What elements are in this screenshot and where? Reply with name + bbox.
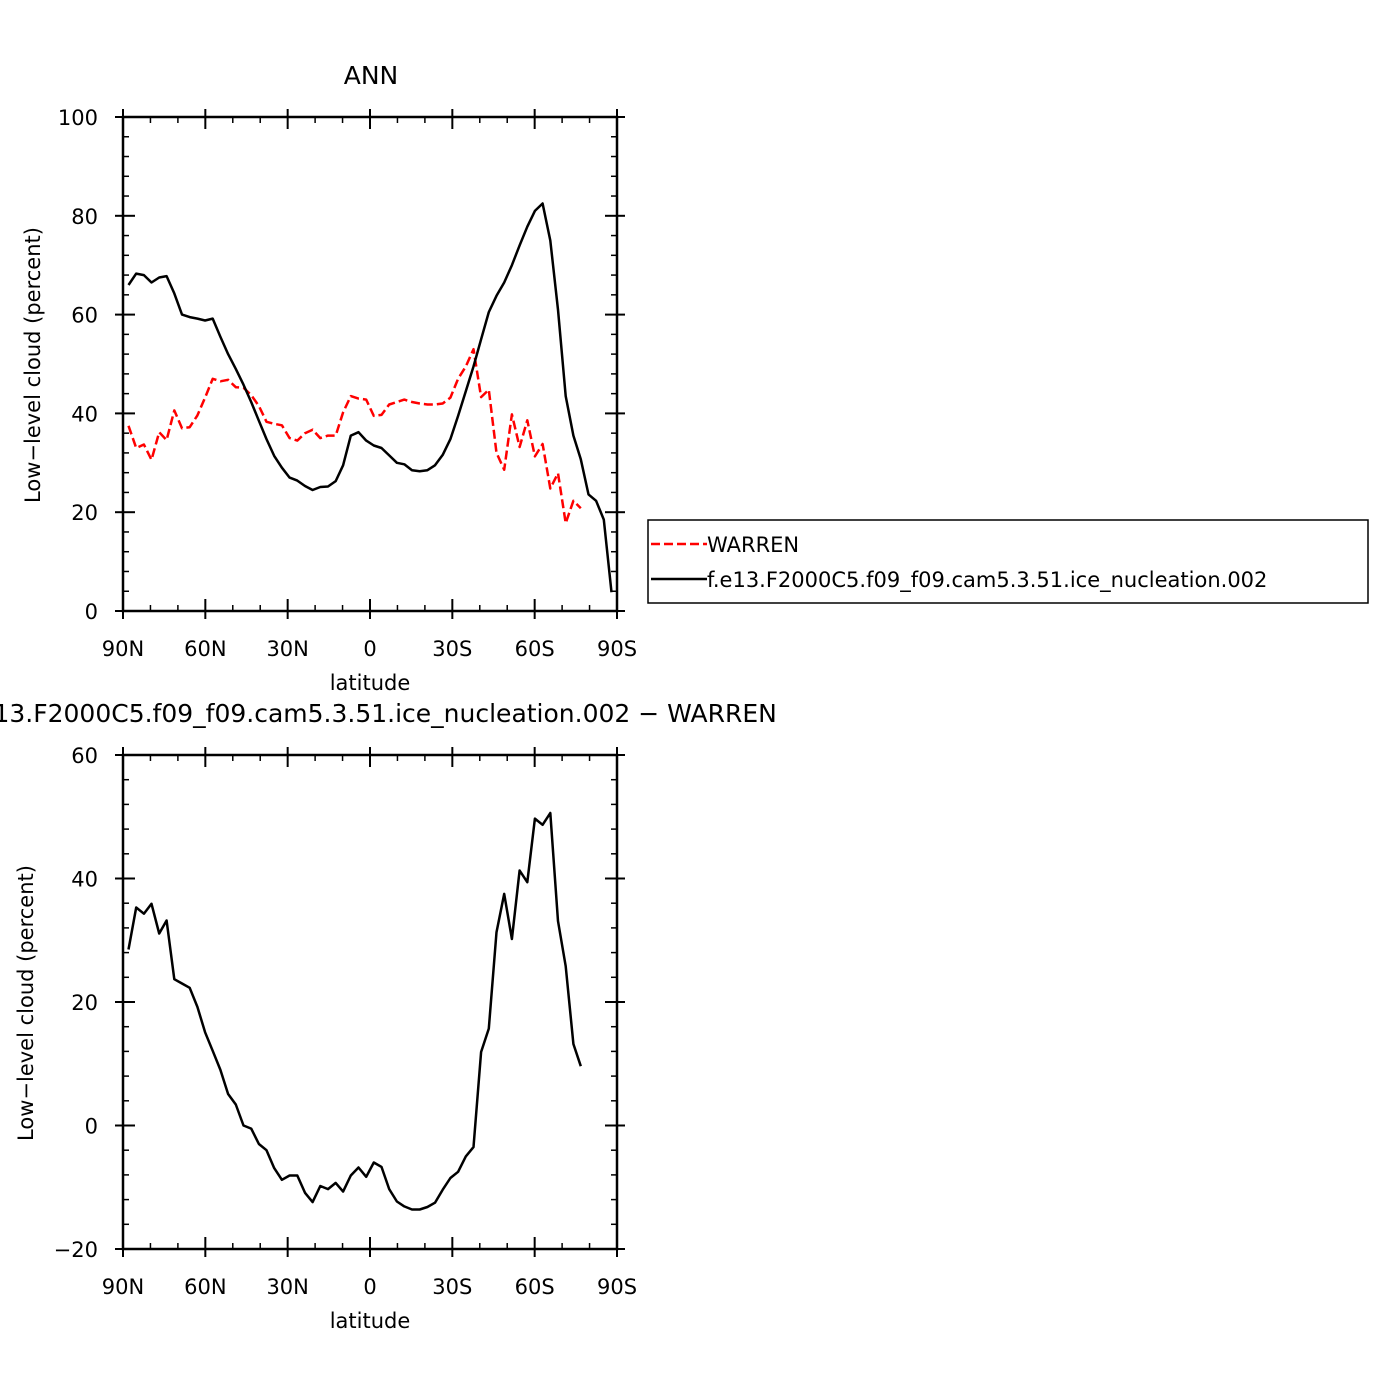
x-tick-label: 30S bbox=[432, 637, 472, 661]
x-tick-label: 0 bbox=[363, 637, 376, 661]
y-tick-label: 100 bbox=[58, 106, 98, 130]
bottom-panel: f.e13.F2000C5.f09_f09.cam5.3.51.ice_nucl… bbox=[0, 699, 777, 1333]
legend-box bbox=[647, 519, 1369, 604]
top-chart-ticks bbox=[115, 109, 625, 619]
bottom-x-axis-label: latitude bbox=[330, 1309, 411, 1333]
top-chart-title: ANN bbox=[344, 61, 399, 90]
bottom-chart-title: f.e13.F2000C5.f09_f09.cam5.3.51.ice_nucl… bbox=[0, 699, 777, 728]
top-panel: ANN 90N 60N 30N 0 30S 60S 90S 0 20 40 60 80 100 lati… bbox=[21, 61, 637, 695]
series-line-difference bbox=[127, 811, 582, 1211]
x-tick-label: 90S bbox=[597, 1275, 637, 1299]
y-tick-label: 40 bbox=[71, 402, 98, 426]
bottom-chart-series bbox=[127, 811, 582, 1211]
x-tick-label: 60S bbox=[515, 637, 555, 661]
y-tick-label: 60 bbox=[71, 304, 98, 328]
legend-label-model: f.e13.F2000C5.f09_f09.cam5.3.51.ice_nucl… bbox=[707, 568, 1267, 593]
x-tick-label: 90N bbox=[102, 637, 144, 661]
x-tick-label: 90S bbox=[597, 637, 637, 661]
y-tick-label: 20 bbox=[71, 501, 98, 525]
y-tick-label: 0 bbox=[85, 600, 98, 624]
bottom-y-axis-label: Low−level cloud (percent) bbox=[14, 865, 38, 1141]
y-tick-label: 80 bbox=[71, 205, 98, 229]
legend: WARREN f.e13.F2000C5.f09_f09.cam5.3.51.i… bbox=[647, 519, 1369, 604]
top-tick-labels: 90N 60N 30N 0 30S 60S 90S 0 20 40 60 80 100 bbox=[58, 106, 637, 661]
x-tick-label: 30N bbox=[266, 1275, 308, 1299]
bottom-chart-ticks bbox=[115, 747, 625, 1257]
top-y-axis-label: Low−level cloud (percent) bbox=[21, 227, 45, 503]
top-chart-series bbox=[127, 202, 613, 593]
legend-label-warren: WARREN bbox=[707, 533, 799, 557]
x-tick-label: 60N bbox=[184, 1275, 226, 1299]
x-tick-label: 30N bbox=[266, 637, 308, 661]
y-tick-label: 40 bbox=[71, 868, 98, 892]
x-tick-label: 60S bbox=[515, 1275, 555, 1299]
bottom-plot-frame bbox=[121, 753, 619, 1251]
series-line-f-e13-f2000c5-f09-f09-cam5-3-51-ice-nucleation-002 bbox=[127, 202, 613, 593]
y-tick-label: 60 bbox=[71, 744, 98, 768]
top-x-axis-label: latitude bbox=[330, 671, 411, 695]
y-tick-label: −20 bbox=[54, 1238, 98, 1262]
x-tick-label: 0 bbox=[363, 1275, 376, 1299]
x-tick-label: 60N bbox=[184, 637, 226, 661]
x-tick-label: 30S bbox=[432, 1275, 472, 1299]
series-line-warren bbox=[127, 347, 582, 525]
y-tick-label: 20 bbox=[71, 991, 98, 1015]
x-tick-label: 90N bbox=[102, 1275, 144, 1299]
top-plot-frame bbox=[121, 115, 619, 613]
y-tick-label: 0 bbox=[85, 1115, 98, 1139]
bottom-tick-labels: 90N 60N 30N 0 30S 60S 90S −20 0 20 40 60 bbox=[54, 744, 637, 1299]
